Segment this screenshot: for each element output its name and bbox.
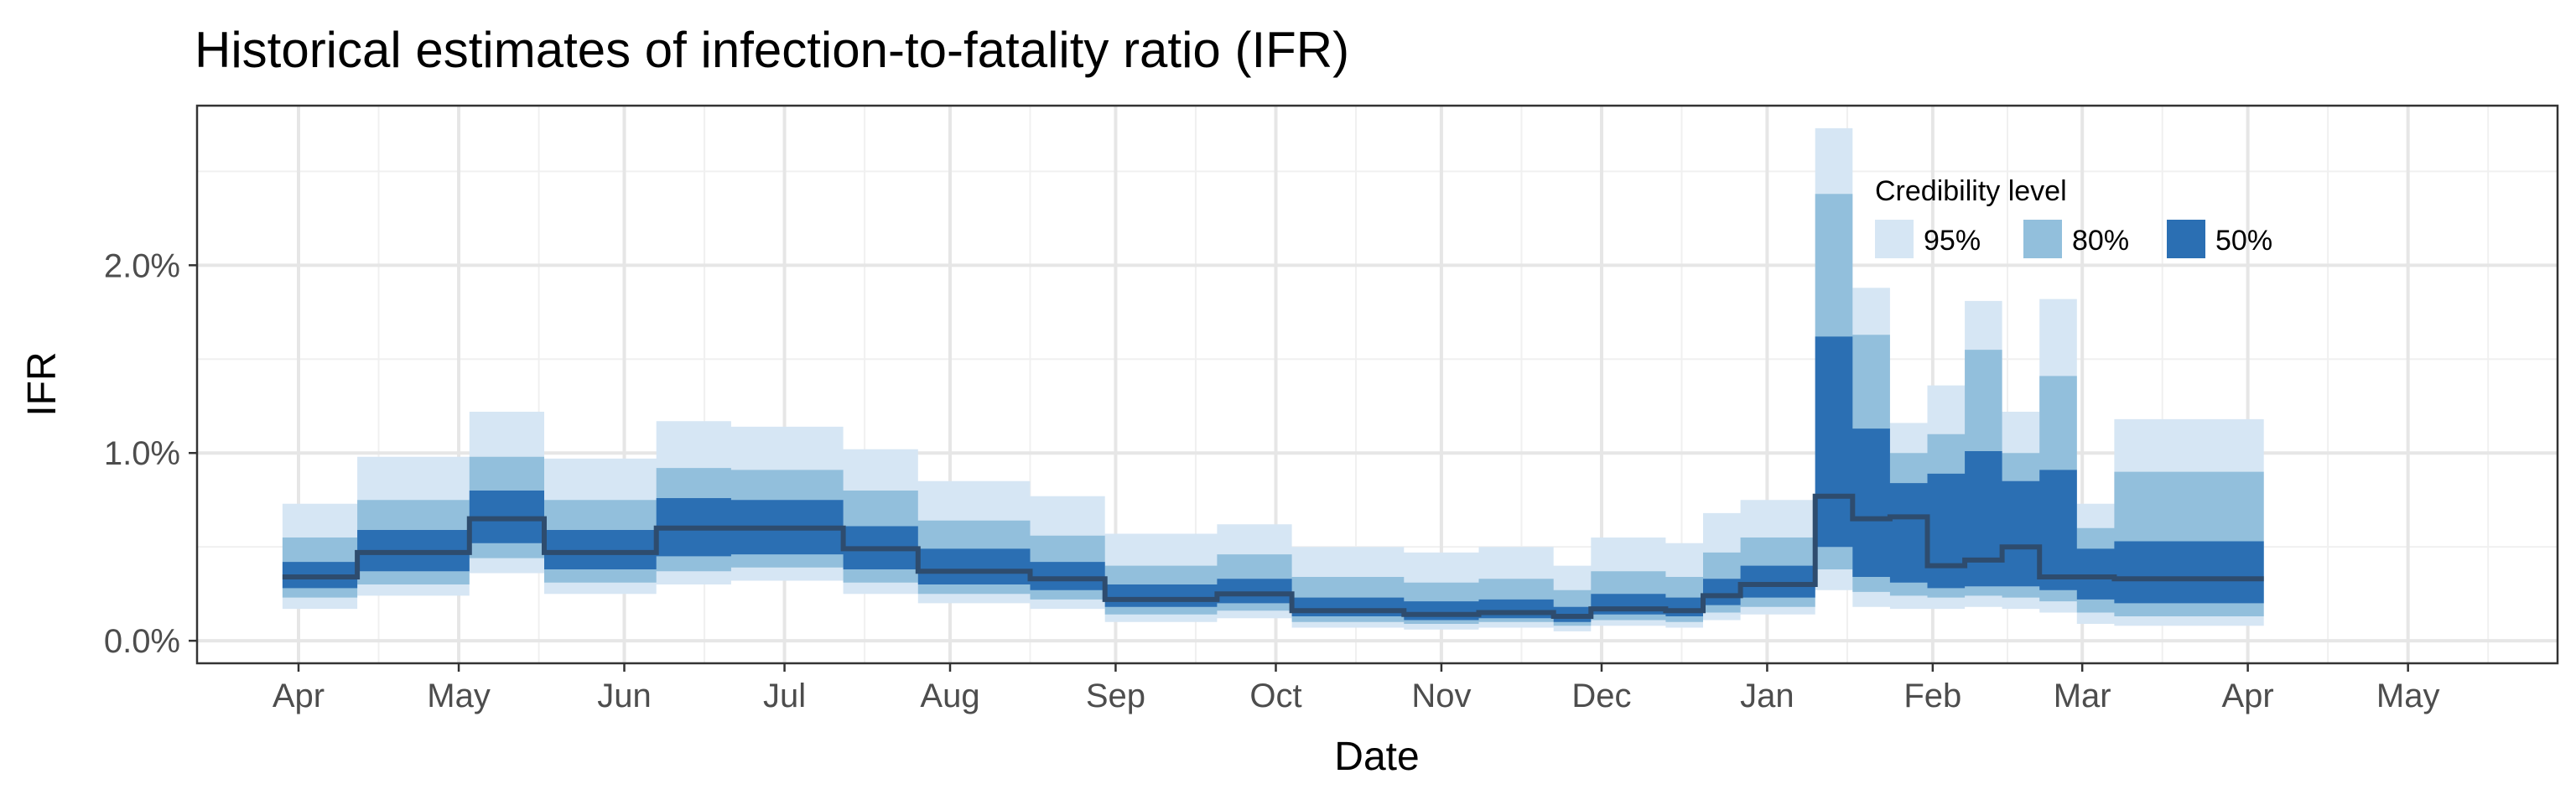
x-tick-label: Sep <box>1086 678 1145 714</box>
x-tick-label: May <box>2376 678 2440 714</box>
x-tick-label: Apr <box>273 678 325 714</box>
y-tick-label: 0.0% <box>104 623 180 660</box>
x-tick-label: Nov <box>1411 678 1471 714</box>
legend-label-50: 50% <box>2215 225 2272 257</box>
x-tick-label: Jun <box>597 678 652 714</box>
median-line <box>282 493 2264 619</box>
band-50 <box>282 336 2264 622</box>
x-tick-label: Oct <box>1249 678 1301 714</box>
plot-border <box>195 104 2559 665</box>
credibility-bands <box>282 127 2264 631</box>
y-tick-label: 1.0% <box>104 435 180 472</box>
y-tick-label: 2.0% <box>104 247 180 284</box>
x-tick-label: Feb <box>1903 678 1961 714</box>
x-tick-label: Apr <box>2221 678 2273 714</box>
legend: Credibility level 95% 80% 50% <box>1875 175 2272 258</box>
x-tick-label: Aug <box>920 678 979 714</box>
y-axis-title: IFR <box>20 351 65 416</box>
legend-label-80: 80% <box>2072 225 2129 257</box>
legend-label-95: 95% <box>1924 225 1981 257</box>
x-axis-title: Date <box>1334 735 1419 779</box>
x-tick-label: Dec <box>1571 678 1631 714</box>
legend-swatch-95 <box>1875 220 1914 258</box>
x-tick-label: Jan <box>1740 678 1794 714</box>
x-axis: Apr May Jun Jul Aug Sep Oct Nov Dec Jan Feb Mar Apr M… <box>273 663 2440 714</box>
x-tick-label: Jul <box>763 678 806 714</box>
chart-title: Historical estimates of infection-to-fat… <box>195 22 1349 78</box>
y-axis: 0.0% 1.0% 2.0% <box>104 247 197 660</box>
legend-swatch-80 <box>2023 220 2062 258</box>
legend-title: Credibility level <box>1875 175 2067 207</box>
x-tick-label: Mar <box>2054 678 2111 714</box>
x-tick-label: May <box>427 678 491 714</box>
legend-swatch-50 <box>2167 220 2205 258</box>
